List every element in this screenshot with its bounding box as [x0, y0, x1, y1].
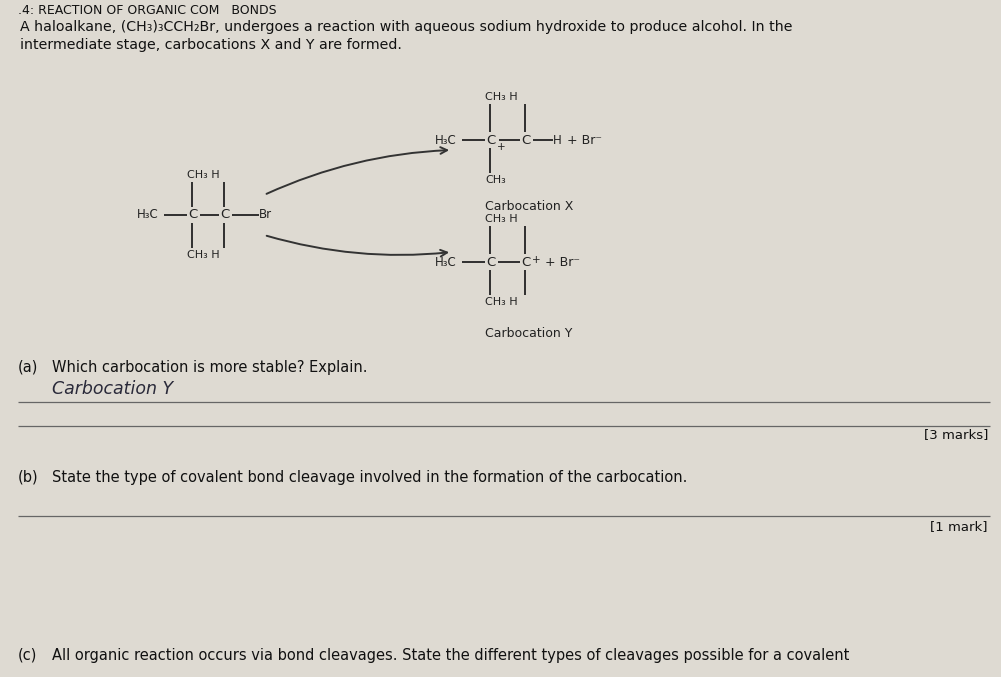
- Text: + Br⁻: + Br⁻: [545, 255, 580, 269]
- Text: +: +: [497, 142, 506, 152]
- Text: + Br⁻: + Br⁻: [567, 133, 602, 146]
- Text: C: C: [220, 209, 229, 221]
- Text: +: +: [532, 255, 541, 265]
- Text: C: C: [521, 133, 531, 146]
- Text: H₃C: H₃C: [435, 133, 456, 146]
- Text: [1 mark]: [1 mark]: [931, 520, 988, 533]
- Text: Carbocation Y: Carbocation Y: [485, 327, 573, 340]
- Text: All organic reaction occurs via bond cleavages. State the different types of cle: All organic reaction occurs via bond cle…: [52, 648, 850, 663]
- Text: (a): (a): [18, 360, 38, 375]
- Text: C: C: [521, 255, 531, 269]
- Text: CH₃ H: CH₃ H: [485, 214, 518, 224]
- Text: H: H: [553, 133, 562, 146]
- Text: [3 marks]: [3 marks]: [924, 428, 988, 441]
- Text: CH₃: CH₃: [485, 175, 506, 185]
- Text: CH₃ H: CH₃ H: [485, 297, 518, 307]
- Text: (b): (b): [18, 470, 39, 485]
- Text: intermediate stage, carbocations X and Y are formed.: intermediate stage, carbocations X and Y…: [20, 38, 401, 52]
- Text: (c): (c): [18, 648, 37, 663]
- Text: A haloalkane, (CH₃)₃CCH₂Br, undergoes a reaction with aqueous sodium hydroxide t: A haloalkane, (CH₃)₃CCH₂Br, undergoes a …: [20, 20, 793, 34]
- Text: CH₃ H: CH₃ H: [485, 92, 518, 102]
- Text: H₃C: H₃C: [137, 209, 159, 221]
- Text: Carbocation Y: Carbocation Y: [52, 380, 173, 398]
- Text: C: C: [486, 255, 495, 269]
- Text: H₃C: H₃C: [435, 255, 456, 269]
- Text: Carbocation X: Carbocation X: [485, 200, 574, 213]
- Text: CH₃ H: CH₃ H: [187, 170, 219, 180]
- Text: CH₃ H: CH₃ H: [187, 250, 219, 260]
- Text: .4: REACTION OF ORGANIC COM   BONDS: .4: REACTION OF ORGANIC COM BONDS: [18, 4, 276, 17]
- Text: Which carbocation is more stable? Explain.: Which carbocation is more stable? Explai…: [52, 360, 367, 375]
- Text: C: C: [486, 133, 495, 146]
- Text: Br: Br: [259, 209, 272, 221]
- Text: C: C: [188, 209, 197, 221]
- Text: State the type of covalent bond cleavage involved in the formation of the carboc: State the type of covalent bond cleavage…: [52, 470, 688, 485]
